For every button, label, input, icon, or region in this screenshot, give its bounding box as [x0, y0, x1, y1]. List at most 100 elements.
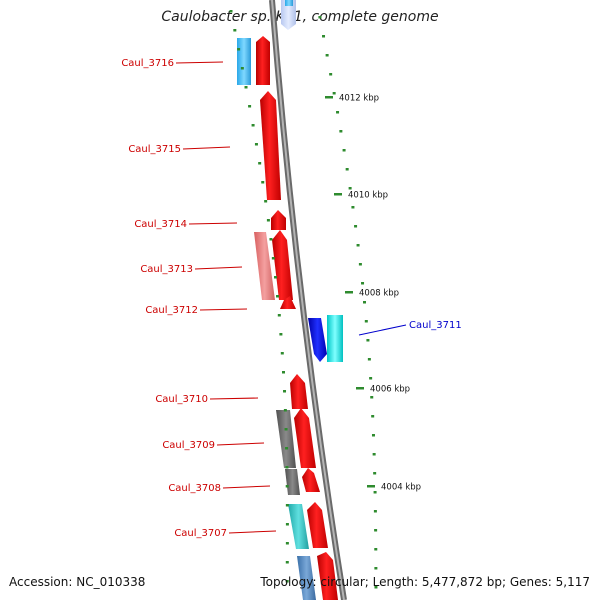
tick — [285, 504, 289, 507]
tick — [367, 358, 371, 361]
scale-label: 4008 kbp — [359, 289, 399, 299]
gene-partial-bottom[interactable] — [297, 552, 338, 600]
tick — [369, 377, 373, 380]
tick — [374, 567, 378, 570]
tick — [281, 371, 285, 374]
scale-labels: 4012 kbp 4010 kbp 4008 kbp 4006 kbp 4004 kbp — [325, 94, 421, 493]
tick — [371, 434, 375, 437]
gene-caul-3713[interactable] — [254, 230, 293, 300]
gene-caul-3709[interactable] — [276, 408, 316, 468]
tick — [237, 48, 241, 51]
tick — [277, 314, 281, 317]
gene-label[interactable]: Caul_3716 — [121, 58, 174, 69]
gene-label[interactable]: Caul_3707 — [174, 528, 227, 539]
gene-caul-3708[interactable] — [285, 468, 320, 495]
tick — [364, 320, 368, 323]
gene-caul-3716[interactable] — [237, 36, 270, 85]
tick — [285, 580, 289, 583]
tick — [342, 149, 346, 152]
gene-label[interactable]: Caul_3714 — [134, 219, 187, 230]
tick — [233, 29, 237, 32]
gene-caul-3707[interactable] — [288, 502, 328, 549]
tick — [271, 257, 275, 260]
label-leader-line — [216, 442, 265, 446]
tick — [285, 485, 289, 488]
tick — [366, 339, 370, 342]
tick — [285, 561, 289, 564]
tick — [244, 86, 248, 89]
tick — [373, 472, 377, 475]
tick — [373, 510, 377, 513]
tick — [251, 124, 255, 127]
gene-label[interactable]: Caul_3715 — [128, 144, 181, 155]
scale-tick — [367, 485, 375, 488]
tick — [283, 409, 287, 412]
label-leader-line — [228, 530, 277, 534]
tick — [264, 200, 268, 203]
genome-summary-text: Topology: circular; Length: 5,477,872 bp… — [260, 575, 590, 589]
label-leader-line — [194, 266, 243, 270]
scale-label: 4012 kbp — [339, 94, 379, 104]
label-leader-line — [182, 146, 231, 150]
gene-label[interactable]: Caul_3710 — [155, 394, 208, 405]
scale-label: 4004 kbp — [381, 483, 421, 493]
gene-labels: Caul_3716 Caul_3715 Caul_3714 Caul_3713 Caul… — [121, 58, 461, 539]
tick — [363, 301, 367, 304]
tick — [358, 263, 362, 266]
tick — [285, 466, 289, 469]
tick — [374, 548, 378, 551]
scale-tick — [334, 193, 342, 196]
tick — [322, 35, 326, 38]
tick — [351, 206, 355, 209]
tick-marks-inner — [229, 10, 289, 583]
tick — [325, 54, 329, 57]
gene-caul-3712[interactable] — [280, 296, 296, 309]
label-leader-line — [222, 485, 271, 489]
gene-label[interactable]: Caul_3713 — [140, 264, 193, 275]
gene-label[interactable]: Caul_3708 — [168, 483, 221, 494]
tick-marks-outer — [318, 16, 378, 589]
tick — [261, 181, 265, 184]
tick — [345, 168, 349, 171]
tick — [371, 415, 375, 418]
tick — [285, 542, 289, 545]
tick — [229, 10, 233, 13]
gene-caul-3714[interactable] — [271, 210, 286, 230]
gene-label[interactable]: Caul_3712 — [145, 305, 198, 316]
backbone — [269, 0, 347, 600]
tick — [374, 529, 378, 532]
tick — [254, 143, 258, 146]
gene-label[interactable]: Caul_3709 — [162, 440, 215, 451]
tick — [266, 219, 270, 222]
tick — [373, 491, 377, 494]
scale-tick — [325, 96, 333, 99]
label-leader-line — [358, 324, 407, 336]
tick — [285, 523, 289, 526]
tick — [361, 282, 365, 285]
tick — [329, 73, 333, 76]
tick — [332, 92, 336, 95]
tick — [336, 111, 340, 114]
gene-label[interactable]: Caul_3711 — [409, 320, 462, 331]
gene-caul-3715[interactable] — [260, 91, 281, 200]
tick — [240, 67, 244, 70]
tick — [274, 276, 278, 279]
gene-partial-top[interactable] — [281, 0, 296, 30]
gene-caul-3711[interactable] — [308, 315, 343, 362]
tick — [372, 453, 376, 456]
tick — [285, 447, 289, 450]
label-leader-line — [188, 222, 238, 225]
tick — [374, 586, 378, 589]
gene-caul-3710[interactable] — [290, 374, 308, 409]
tick — [283, 390, 287, 393]
label-leader-line — [209, 397, 259, 400]
label-leader-line — [175, 61, 224, 64]
tick — [280, 352, 284, 355]
tick — [370, 396, 374, 399]
genome-title: Caulobacter sp. K31, complete genome — [161, 9, 439, 25]
tick — [258, 162, 262, 165]
gene-label-lines — [175, 61, 407, 534]
scale-label: 4010 kbp — [348, 191, 388, 201]
accession-text: Accession: NC_010338 — [9, 575, 146, 589]
